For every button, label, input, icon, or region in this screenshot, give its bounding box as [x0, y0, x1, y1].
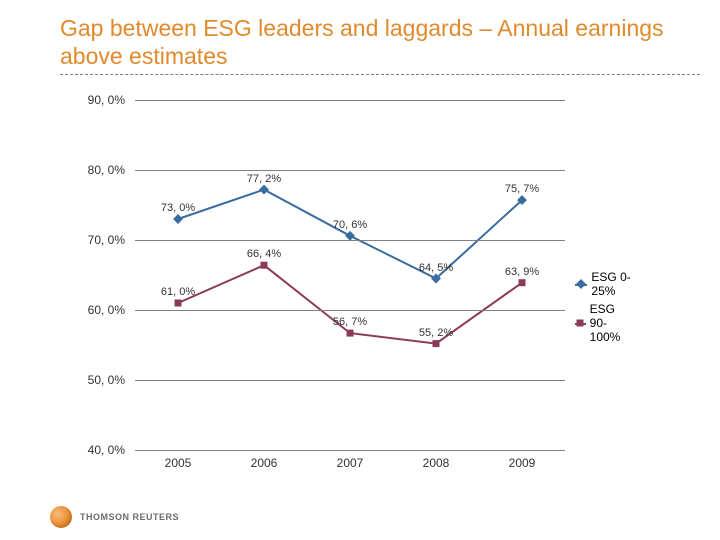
- x-axis-label: 2005: [165, 456, 192, 470]
- footer-logo: THOMSON REUTERS: [50, 506, 179, 528]
- legend-item: ESG 0-25%: [575, 270, 635, 298]
- chart-area: 40, 0%50, 0%60, 0%70, 0%80, 0%90, 0%2005…: [75, 100, 635, 480]
- data-point: [173, 214, 183, 224]
- gridline: [135, 100, 565, 101]
- x-axis-label: 2008: [423, 456, 450, 470]
- legend-label: ESG 0-25%: [591, 270, 635, 298]
- data-label: 75, 7%: [505, 183, 539, 195]
- legend-swatch-icon: [575, 279, 587, 289]
- plot-area: 40, 0%50, 0%60, 0%70, 0%80, 0%90, 0%2005…: [135, 100, 565, 450]
- x-axis-label: 2006: [251, 456, 278, 470]
- x-axis-label: 2007: [337, 456, 364, 470]
- data-point: [433, 340, 440, 347]
- y-axis-label: 80, 0%: [75, 163, 125, 177]
- legend: ESG 0-25% ESG 90-100%: [575, 270, 635, 348]
- gridline: [135, 450, 565, 451]
- data-label: 77, 2%: [247, 173, 281, 185]
- data-label: 73, 0%: [161, 202, 195, 214]
- data-label: 63, 9%: [505, 266, 539, 278]
- gridline: [135, 310, 565, 311]
- title-underline: [60, 74, 700, 75]
- data-point: [175, 300, 182, 307]
- data-label: 70, 6%: [333, 219, 367, 231]
- y-axis-label: 40, 0%: [75, 443, 125, 457]
- brand-glyph-icon: [50, 506, 72, 528]
- gridline: [135, 380, 565, 381]
- y-axis-label: 50, 0%: [75, 373, 125, 387]
- gridline: [135, 170, 565, 171]
- data-label: 56, 7%: [333, 316, 367, 328]
- x-axis-label: 2009: [509, 456, 536, 470]
- data-point: [259, 185, 269, 195]
- legend-swatch-icon: [575, 318, 586, 328]
- data-label: 66, 4%: [247, 248, 281, 260]
- data-label: 55, 2%: [419, 327, 453, 339]
- y-axis-label: 70, 0%: [75, 233, 125, 247]
- chart-title: Gap between ESG leaders and laggards – A…: [60, 15, 690, 70]
- data-label: 61, 0%: [161, 286, 195, 298]
- data-point: [519, 279, 526, 286]
- data-point: [347, 330, 354, 337]
- line-layer: [135, 100, 565, 450]
- y-axis-label: 90, 0%: [75, 93, 125, 107]
- brand-name: THOMSON REUTERS: [80, 512, 179, 522]
- legend-item: ESG 90-100%: [575, 302, 635, 344]
- data-label: 64, 5%: [419, 262, 453, 274]
- legend-label: ESG 90-100%: [590, 302, 635, 344]
- gridline: [135, 240, 565, 241]
- data-point: [261, 262, 268, 269]
- y-axis-label: 60, 0%: [75, 303, 125, 317]
